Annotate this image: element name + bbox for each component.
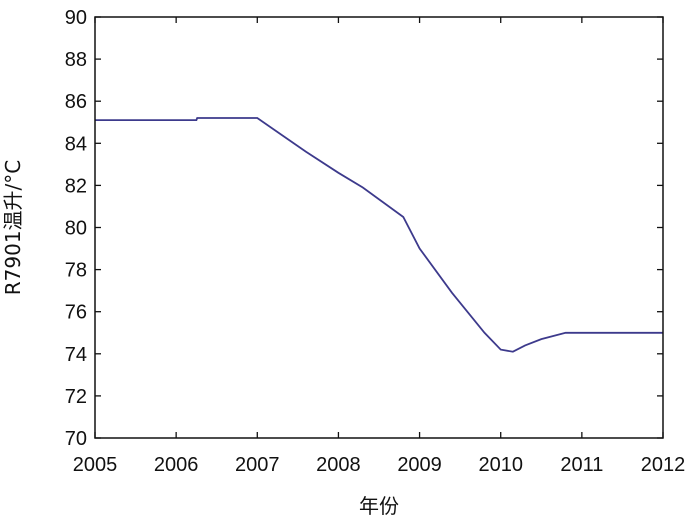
x-tick-label: 2011 xyxy=(560,454,603,476)
y-axis-title: R7901温升/°C xyxy=(1,160,25,296)
x-tick-label: 2005 xyxy=(73,454,118,476)
y-tick-label: 82 xyxy=(65,175,87,197)
x-tick-label: 2006 xyxy=(154,454,199,476)
x-tick-label: 2010 xyxy=(478,454,523,476)
y-tick-label: 84 xyxy=(65,133,87,155)
y-tick-label: 86 xyxy=(65,91,87,113)
x-axis-title: 年份 xyxy=(359,494,399,518)
y-tick-label: 70 xyxy=(65,428,87,450)
x-axis-ticks: 2005 2006 2007 2008 2009 2010 2011 2012 xyxy=(73,17,686,476)
y-tick-label: 76 xyxy=(65,302,87,324)
y-tick-label: 80 xyxy=(65,218,87,240)
x-tick-label: 2009 xyxy=(397,454,442,476)
x-tick-label: 2012 xyxy=(641,454,686,476)
y-tick-label: 90 xyxy=(65,7,87,29)
x-tick-label: 2007 xyxy=(235,454,280,476)
y-tick-label: 74 xyxy=(65,344,87,366)
y-tick-label: 78 xyxy=(65,260,87,282)
y-tick-label: 88 xyxy=(65,49,87,71)
y-tick-label: 72 xyxy=(65,386,87,408)
plot-frame xyxy=(94,16,664,439)
series-line xyxy=(95,117,663,353)
x-tick-label: 2008 xyxy=(316,454,361,476)
y-axis-ticks: 70 72 74 76 78 80 82 84 86 88 90 xyxy=(65,7,663,450)
